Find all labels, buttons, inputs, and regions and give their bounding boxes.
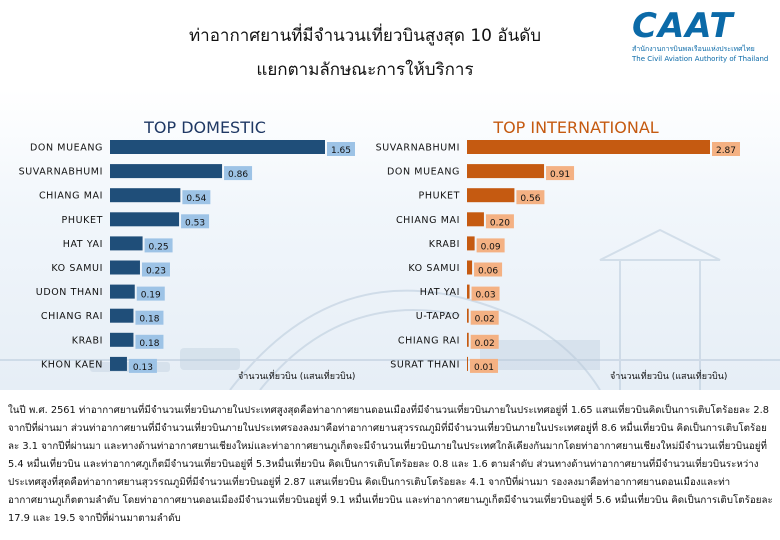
domestic-value-label: 0.23 bbox=[146, 267, 166, 277]
international-value-label: 0.02 bbox=[475, 339, 495, 349]
domestic-axis-label: จำนวนเที่ยวบิน (แสนเที่ยวบิน) bbox=[238, 369, 355, 382]
international-value-label-bg bbox=[476, 238, 505, 253]
international-value-label: 0.01 bbox=[474, 363, 494, 373]
international-value-label-bg bbox=[546, 166, 575, 181]
domestic-category-label: DON MUEANG bbox=[30, 143, 103, 154]
logo-wordmark: CAAT bbox=[632, 6, 734, 46]
domestic-value-label-bg bbox=[327, 142, 355, 156]
international-category-label: PHUKET bbox=[419, 191, 460, 202]
international-bar bbox=[467, 332, 469, 347]
domestic-value-label-bg bbox=[128, 358, 157, 373]
international-bar bbox=[467, 356, 468, 371]
international-value-label-bg bbox=[712, 142, 740, 156]
airport-illustration bbox=[0, 228, 780, 391]
domestic-category-label: KO SAMUI bbox=[51, 263, 103, 274]
domestic-bar bbox=[110, 356, 127, 371]
international-category-label: SUVARNABHUMI bbox=[376, 143, 460, 154]
domestic-bar bbox=[110, 236, 143, 251]
summary-paragraph: ในปี พ.ศ. 2561 ท่าอากาศยานที่มีจำนวนเที่… bbox=[8, 405, 773, 524]
international-value-label-bg bbox=[470, 310, 499, 325]
international-value-label: 0.03 bbox=[476, 291, 496, 301]
international-category-label: HAT YAI bbox=[420, 287, 460, 298]
domestic-bar bbox=[110, 308, 134, 323]
domestic-value-label-bg bbox=[182, 190, 211, 205]
international-bar bbox=[467, 308, 469, 323]
international-value-label: 0.09 bbox=[481, 242, 501, 252]
domestic-value-label: 0.18 bbox=[139, 339, 159, 349]
international-category-label: U-TAPAO bbox=[416, 311, 460, 322]
domestic-bar bbox=[110, 140, 325, 154]
international-value-label-bg bbox=[470, 358, 498, 373]
domestic-bar bbox=[110, 188, 181, 203]
international-value-label-bg bbox=[485, 214, 514, 229]
international-bar bbox=[467, 236, 475, 251]
logo-thai-text: สำนักงานการบินพลเรือนแห่งประเทศไทย bbox=[632, 45, 755, 53]
domestic-category-label: PHUKET bbox=[62, 215, 103, 226]
international-value-label: 0.02 bbox=[475, 315, 495, 325]
domestic-value-label-bg bbox=[141, 262, 170, 277]
domestic-category-label: KRABI bbox=[72, 335, 103, 346]
caat-logo: CAAT สำนักงานการบินพลเรือนแห่งประเทศไทย … bbox=[632, 8, 772, 63]
international-value-label: 0.91 bbox=[550, 170, 570, 180]
domestic-category-label: UDON THANI bbox=[36, 287, 103, 298]
domestic-value-label-bg bbox=[136, 286, 165, 301]
international-category-label: KO SAMUI bbox=[408, 263, 460, 274]
international-value-label: 0.20 bbox=[490, 218, 510, 228]
domestic-value-label: 0.19 bbox=[141, 291, 161, 301]
international-bar bbox=[467, 140, 710, 154]
international-category-label: DON MUEANG bbox=[387, 167, 460, 178]
domestic-chart-title: TOP DOMESTIC bbox=[143, 118, 266, 137]
international-bar bbox=[467, 212, 484, 227]
domestic-value-label-bg bbox=[135, 310, 164, 325]
international-value-label: 2.87 bbox=[716, 146, 736, 156]
logo-english-text: The Civil Aviation Authority of Thailand bbox=[632, 55, 769, 63]
header: ท่าอากาศยานที่มีจำนวนเที่ยวบินสูงสุด 10 … bbox=[0, 0, 780, 90]
domestic-category-label: CHIANG MAI bbox=[39, 191, 103, 202]
charts-canvas: TOP DOMESTIC DON MUEANG 1.65 SUVARNABHUMI 0.… bbox=[19, 118, 740, 382]
international-bar bbox=[467, 260, 473, 275]
international-value-label-bg bbox=[516, 190, 545, 205]
domestic-value-label: 0.53 bbox=[185, 218, 205, 228]
international-value-label-bg bbox=[471, 286, 500, 301]
page-title: ท่าอากาศยานที่มีจำนวนเที่ยวบินสูงสุด 10 … bbox=[188, 26, 542, 46]
domestic-value-label-bg bbox=[144, 238, 173, 253]
domestic-value-label: 1.65 bbox=[331, 146, 351, 156]
international-axis-label: จำนวนเที่ยวบิน (แสนเที่ยวบิน) bbox=[610, 369, 727, 382]
domestic-value-label: 0.54 bbox=[186, 194, 206, 204]
domestic-category-label: CHIANG RAI bbox=[41, 311, 103, 322]
domestic-value-label-bg bbox=[181, 214, 210, 229]
domestic-value-label: 0.18 bbox=[139, 315, 159, 325]
domestic-category-label: KHON KAEN bbox=[41, 359, 103, 370]
international-category-label: CHIANG MAI bbox=[396, 215, 460, 226]
international-bar bbox=[467, 164, 545, 179]
domestic-value-label-bg bbox=[135, 334, 164, 349]
international-value-label-bg bbox=[470, 334, 499, 349]
domestic-value-label-bg bbox=[224, 166, 253, 181]
international-value-label: 0.06 bbox=[478, 267, 498, 277]
international-bar bbox=[467, 284, 470, 299]
domestic-value-label: 0.25 bbox=[149, 242, 169, 252]
domestic-bar bbox=[110, 284, 135, 299]
domestic-bar bbox=[110, 332, 134, 347]
domestic-category-label: SUVARNABHUMI bbox=[19, 167, 103, 178]
international-value-label-bg bbox=[474, 262, 503, 277]
international-category-label: SURAT THANI bbox=[390, 359, 460, 370]
page-subtitle: แยกตามลักษณะการให้บริการ bbox=[256, 60, 474, 80]
domestic-bar bbox=[110, 260, 140, 275]
international-chart-title: TOP INTERNATIONAL bbox=[492, 118, 658, 137]
domestic-bar bbox=[110, 212, 180, 227]
international-bar bbox=[467, 188, 515, 203]
domestic-category-label: HAT YAI bbox=[63, 239, 103, 250]
domestic-bar bbox=[110, 164, 223, 179]
international-category-label: CHIANG RAI bbox=[398, 335, 460, 346]
domestic-value-label: 0.86 bbox=[228, 170, 248, 180]
domestic-value-label: 0.13 bbox=[133, 363, 153, 373]
international-value-label: 0.56 bbox=[520, 194, 540, 204]
international-category-label: KRABI bbox=[429, 239, 460, 250]
